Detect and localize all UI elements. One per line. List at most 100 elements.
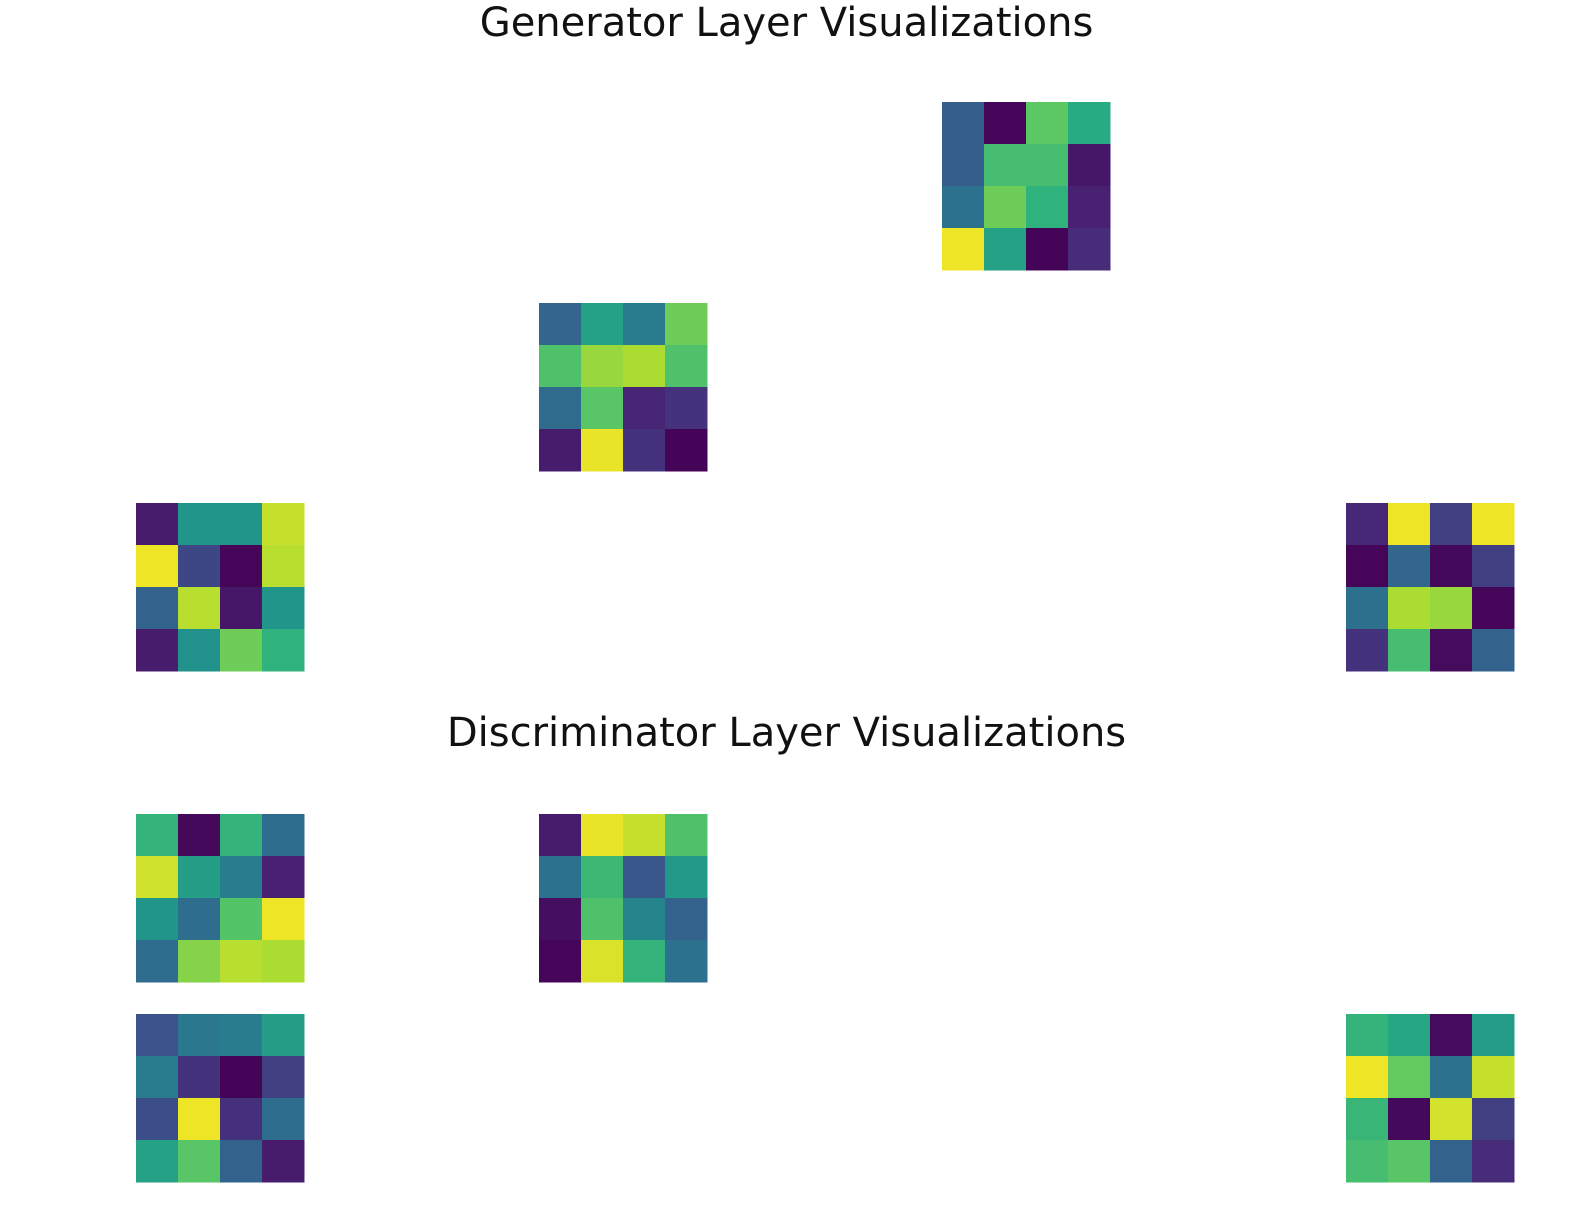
heatmap-cell-disc-1-r1-c1 [178, 856, 221, 899]
heatmap-cell-gen-2-r1-c3 [665, 345, 708, 388]
heatmap-cell-gen-1-r3-c2 [1026, 228, 1069, 271]
heatmap-cell-gen-2-r0-c0 [539, 303, 582, 346]
heatmap-cell-gen-1-r0-c0 [942, 102, 985, 145]
heatmap-cell-gen-1-r0-c2 [1026, 102, 1069, 145]
heatmap-cell-gen-4-r3-c2 [1430, 629, 1473, 672]
heatmap-disc-1 [136, 814, 305, 983]
heatmap-cell-disc-1-r2-c3 [262, 898, 305, 941]
heatmap-gen-3 [136, 503, 305, 672]
heatmap-cell-disc-1-r2-c1 [178, 898, 221, 941]
heatmap-cell-gen-2-r1-c0 [539, 345, 582, 388]
heatmap-cell-gen-2-r2-c3 [665, 387, 708, 430]
heatmap-cell-disc-1-r0-c0 [136, 814, 179, 857]
heatmap-cell-gen-4-r2-c3 [1472, 587, 1515, 630]
heatmap-cell-gen-2-r0-c1 [581, 303, 624, 346]
heatmap-cell-gen-3-r2-c2 [220, 587, 263, 630]
heatmap-cell-gen-4-r3-c3 [1472, 629, 1515, 672]
heatmap-cell-disc-4-r1-c1 [1388, 1056, 1431, 1099]
heatmap-cell-gen-4-r1-c0 [1346, 545, 1389, 588]
heatmap-cell-disc-3-r0-c2 [220, 1014, 263, 1057]
heatmap-cell-disc-2-r1-c0 [539, 856, 582, 899]
heatmap-cell-gen-4-r2-c0 [1346, 587, 1389, 630]
heatmap-cell-gen-2-r3-c0 [539, 429, 582, 472]
heatmap-cell-disc-4-r2-c3 [1472, 1098, 1515, 1141]
heatmap-cell-gen-3-r0-c2 [220, 503, 263, 546]
heatmap-cell-disc-4-r2-c1 [1388, 1098, 1431, 1141]
heatmap-cell-disc-2-r2-c1 [581, 898, 624, 941]
heatmap-cell-gen-3-r0-c3 [262, 503, 305, 546]
heatmap-cell-gen-2-r1-c1 [581, 345, 624, 388]
heatmap-cell-disc-3-r3-c3 [262, 1140, 305, 1183]
heatmap-cell-disc-4-r3-c1 [1388, 1140, 1431, 1183]
heatmap-cell-gen-3-r3-c1 [178, 629, 221, 672]
heatmap-cell-disc-1-r0-c3 [262, 814, 305, 857]
heatmap-cell-gen-4-r0-c2 [1430, 503, 1473, 546]
heatmap-cell-disc-3-r2-c2 [220, 1098, 263, 1141]
heatmap-cell-gen-1-r1-c1 [984, 144, 1027, 187]
heatmap-cell-gen-1-r2-c1 [984, 186, 1027, 229]
heatmap-cell-disc-2-r0-c2 [623, 814, 666, 857]
heatmap-cell-gen-3-r0-c0 [136, 503, 179, 546]
heatmap-cell-disc-3-r2-c3 [262, 1098, 305, 1141]
generator-panel-title: Generator Layer Visualizations [479, 0, 1094, 46]
heatmap-cell-gen-2-r1-c2 [623, 345, 666, 388]
heatmap-cell-gen-1-r3-c3 [1068, 228, 1111, 271]
heatmap-gen-2 [539, 303, 708, 472]
heatmap-cell-gen-1-r0-c3 [1068, 102, 1111, 145]
heatmap-cell-disc-3-r3-c2 [220, 1140, 263, 1183]
heatmap-cell-gen-4-r2-c1 [1388, 587, 1431, 630]
heatmap-cell-gen-3-r1-c2 [220, 545, 263, 588]
heatmap-cell-gen-4-r2-c2 [1430, 587, 1473, 630]
heatmap-cell-gen-3-r2-c0 [136, 587, 179, 630]
heatmap-cell-disc-1-r0-c2 [220, 814, 263, 857]
heatmap-cell-gen-4-r3-c1 [1388, 629, 1431, 672]
heatmap-cell-gen-2-r2-c0 [539, 387, 582, 430]
heatmap-cell-gen-2-r3-c2 [623, 429, 666, 472]
heatmap-cell-disc-4-r3-c2 [1430, 1140, 1473, 1183]
heatmap-cell-disc-2-r0-c0 [539, 814, 582, 857]
heatmap-cell-disc-2-r0-c3 [665, 814, 708, 857]
heatmap-cell-gen-3-r0-c1 [178, 503, 221, 546]
heatmap-cell-gen-2-r0-c2 [623, 303, 666, 346]
heatmap-cell-disc-2-r0-c1 [581, 814, 624, 857]
heatmap-cell-disc-1-r1-c2 [220, 856, 263, 899]
heatmap-cell-gen-1-r1-c2 [1026, 144, 1069, 187]
heatmap-cell-disc-4-r0-c2 [1430, 1014, 1473, 1057]
heatmap-cell-gen-1-r2-c2 [1026, 186, 1069, 229]
heatmap-cell-gen-3-r3-c2 [220, 629, 263, 672]
heatmap-cell-gen-4-r1-c3 [1472, 545, 1515, 588]
heatmap-cell-disc-4-r0-c3 [1472, 1014, 1515, 1057]
heatmap-cell-gen-2-r0-c3 [665, 303, 708, 346]
heatmap-cell-disc-3-r0-c3 [262, 1014, 305, 1057]
heatmap-cell-gen-1-r1-c3 [1068, 144, 1111, 187]
heatmap-cell-disc-2-r3-c2 [623, 940, 666, 983]
heatmap-cell-disc-3-r1-c2 [220, 1056, 263, 1099]
heatmap-cell-gen-3-r3-c0 [136, 629, 179, 672]
heatmap-cell-disc-3-r1-c3 [262, 1056, 305, 1099]
heatmap-cell-gen-3-r1-c1 [178, 545, 221, 588]
heatmap-cell-disc-4-r3-c0 [1346, 1140, 1389, 1183]
heatmap-cell-disc-4-r0-c0 [1346, 1014, 1389, 1057]
heatmap-cell-disc-3-r1-c1 [178, 1056, 221, 1099]
heatmap-cell-gen-3-r1-c3 [262, 545, 305, 588]
heatmap-cell-disc-3-r1-c0 [136, 1056, 179, 1099]
heatmap-disc-4 [1346, 1014, 1515, 1183]
heatmap-cell-disc-4-r1-c2 [1430, 1056, 1473, 1099]
heatmap-cell-gen-1-r2-c0 [942, 186, 985, 229]
heatmap-cell-disc-2-r1-c2 [623, 856, 666, 899]
heatmap-cell-gen-2-r3-c1 [581, 429, 624, 472]
heatmap-cell-gen-1-r2-c3 [1068, 186, 1111, 229]
heatmap-gen-1 [942, 102, 1111, 271]
heatmap-cell-disc-3-r2-c1 [178, 1098, 221, 1141]
heatmap-gen-4 [1346, 503, 1515, 672]
heatmap-cell-gen-1-r3-c1 [984, 228, 1027, 271]
heatmap-cell-disc-1-r3-c1 [178, 940, 221, 983]
heatmap-cell-gen-1-r0-c1 [984, 102, 1027, 145]
heatmap-cell-disc-1-r3-c2 [220, 940, 263, 983]
heatmap-cell-disc-2-r2-c2 [623, 898, 666, 941]
heatmap-disc-2 [539, 814, 708, 983]
heatmap-cell-gen-3-r2-c3 [262, 587, 305, 630]
heatmap-cell-gen-3-r3-c3 [262, 629, 305, 672]
heatmap-cell-disc-3-r3-c1 [178, 1140, 221, 1183]
heatmap-cell-gen-3-r1-c0 [136, 545, 179, 588]
